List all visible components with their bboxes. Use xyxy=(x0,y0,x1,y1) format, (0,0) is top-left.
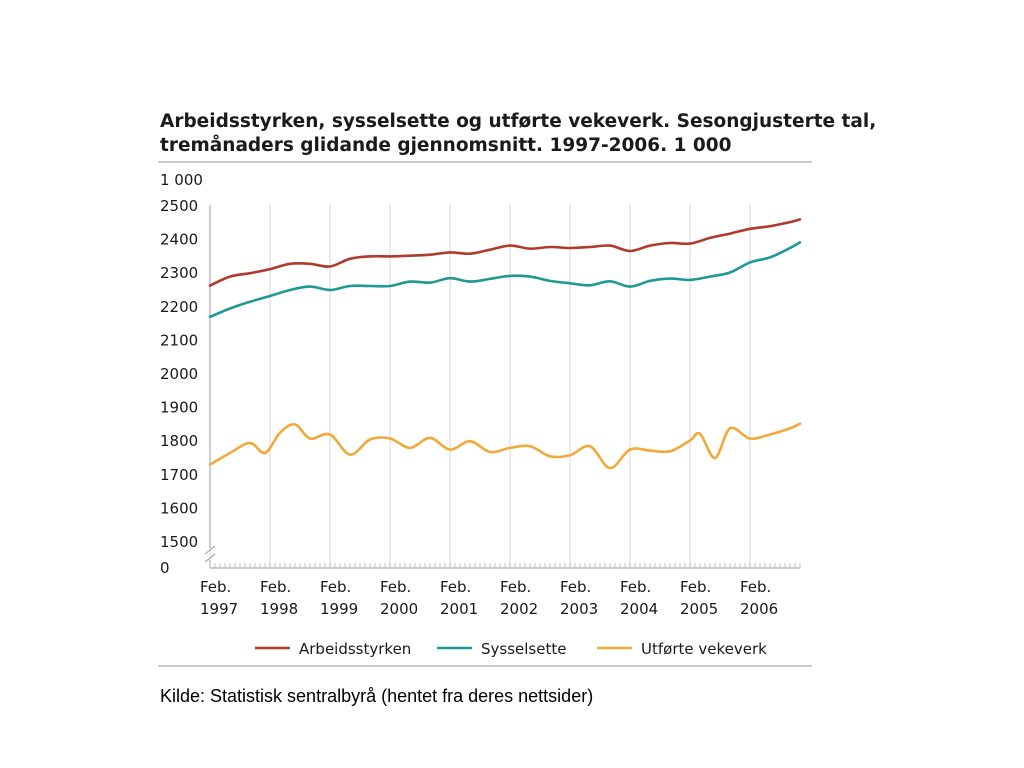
x-tick-label-month: Feb. xyxy=(200,578,231,596)
x-tick-label-month: Feb. xyxy=(380,578,411,596)
y-tick-label: 2000 xyxy=(160,365,198,383)
x-tick-label-month: Feb. xyxy=(740,578,771,596)
series-line-utf-rte-vekeverk xyxy=(208,422,802,470)
x-tick-label-month: Feb. xyxy=(260,578,291,596)
x-tick-label-month: Feb. xyxy=(560,578,591,596)
axes xyxy=(204,206,801,569)
y-tick-label: 2200 xyxy=(160,298,198,316)
chart-title-line-2: tremånaders glidande gjennomsnitt. 1997-… xyxy=(160,134,732,156)
y-tick-label: 1800 xyxy=(160,432,198,450)
x-tick-label-year: 2002 xyxy=(500,600,538,618)
y-tick-label: 2300 xyxy=(160,264,198,282)
legend-label: Sysselsette xyxy=(481,640,566,658)
x-tick-label-month: Feb. xyxy=(320,578,351,596)
legend-label: Utførte vekeverk xyxy=(641,640,767,658)
series-line-sysselsette xyxy=(208,241,802,319)
x-tick-label-year: 2004 xyxy=(620,600,658,618)
axis-break-mark xyxy=(204,545,216,555)
series-line-arbeidsstyrken xyxy=(208,218,802,287)
series-lines xyxy=(208,218,802,470)
vertical-grid xyxy=(209,204,751,568)
y-tick-label: 1600 xyxy=(160,499,198,517)
y-tick-labels: 2500 2400 2300 2200 2100 2000 1900 1800 1700 1600… xyxy=(160,197,198,577)
x-tick-labels: Feb. 1997 Feb. 1998 Feb. 1999 Feb. 2000 Feb. 2001… xyxy=(200,578,778,618)
x-tick-label-year: 2003 xyxy=(560,600,598,618)
x-tick-label-month: Feb. xyxy=(500,578,531,596)
legend: Arbeidsstyrken Sysselsette Utførte vekever… xyxy=(255,640,767,658)
axis-break-mark xyxy=(204,553,216,563)
x-tick-label-month: Feb. xyxy=(440,578,471,596)
y-tick-label: 1500 xyxy=(160,533,198,551)
x-tick-label-month: Feb. xyxy=(680,578,711,596)
x-tick-label-year: 2006 xyxy=(740,600,778,618)
y-tick-label: 0 xyxy=(160,559,170,577)
y-tick-label: 1900 xyxy=(160,399,198,417)
legend-label: Arbeidsstyrken xyxy=(299,640,411,658)
y-tick-label: 1700 xyxy=(160,466,198,484)
x-tick-label-year: 2001 xyxy=(440,600,478,618)
x-tick-label-year: 2000 xyxy=(380,600,418,618)
y-tick-label: 2400 xyxy=(160,231,198,249)
chart-title-line-1: Arbeidsstyrken, sysselsette og utførte v… xyxy=(160,111,876,132)
x-tick-label-year: 1999 xyxy=(320,600,358,618)
y-tick-label: 2500 xyxy=(160,197,198,215)
unit-label: 1 000 xyxy=(160,171,203,189)
x-tick-label-year: 1997 xyxy=(200,600,238,618)
source-note: Kilde: Statistisk sentralbyrå (hentet fr… xyxy=(160,686,594,706)
x-tick-label-month: Feb. xyxy=(620,578,651,596)
y-tick-label: 2100 xyxy=(160,331,198,349)
x-tick-label-year: 2005 xyxy=(680,600,718,618)
x-tick-label-year: 1998 xyxy=(260,600,298,618)
